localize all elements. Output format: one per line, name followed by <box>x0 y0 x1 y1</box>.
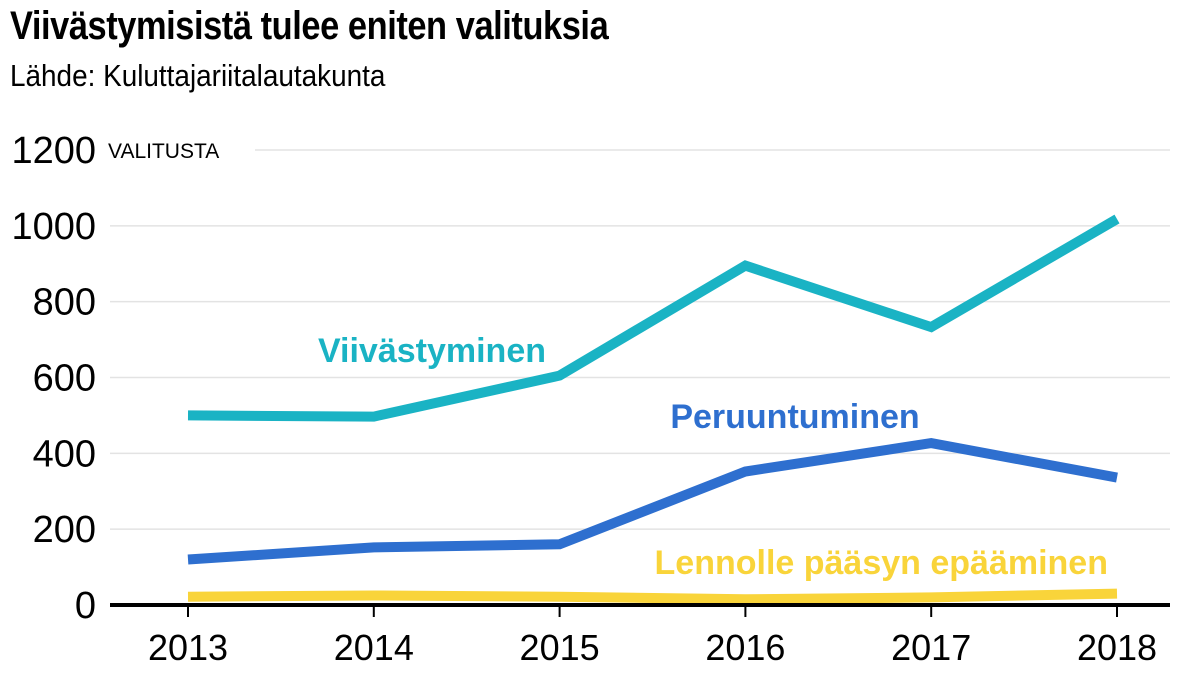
y-tick-label: 1200 <box>11 130 96 172</box>
x-tick-label: 2013 <box>148 627 228 668</box>
series-labels: Viivästyminen Peruuntuminen Lennolle pääsy… <box>318 332 1108 582</box>
series-lines <box>187 214 1120 605</box>
y-tick-label: 600 <box>33 358 96 400</box>
y-tick-labels: 0 200 400 600 800 1000 1200 <box>11 130 96 627</box>
chart-title: Viivästymisistä tulee eniten valituksia <box>10 4 609 48</box>
chart-subtitle: Lähde: Kuluttajariitalautakunta <box>10 58 386 93</box>
x-tick-label: 2016 <box>705 627 785 668</box>
y-tick-label: 200 <box>33 509 96 551</box>
series-label: Peruuntuminen <box>670 398 919 436</box>
x-tick-label: 2017 <box>891 627 971 668</box>
series-line <box>187 214 1120 422</box>
y-tick-label: 400 <box>33 433 96 475</box>
y-axis-unit-label: VALITUSTA <box>108 140 219 163</box>
y-tick-label: 1000 <box>11 206 96 248</box>
y-tick-label: 800 <box>33 282 96 324</box>
series-line <box>187 438 1118 565</box>
x-tick-marks <box>187 605 1118 617</box>
series-label: Lennolle pääsyn epääminen <box>655 544 1108 582</box>
x-tick-labels: 2013 2014 2015 2016 2017 2018 <box>148 627 1157 668</box>
series-line <box>187 588 1118 605</box>
x-tick-label: 2015 <box>520 627 600 668</box>
x-tick-label: 2014 <box>334 627 414 668</box>
y-tick-label: 0 <box>75 585 96 627</box>
series-label: Viivästyminen <box>318 332 546 370</box>
x-tick-label: 2018 <box>1077 627 1157 668</box>
grid-lines <box>110 149 1170 530</box>
